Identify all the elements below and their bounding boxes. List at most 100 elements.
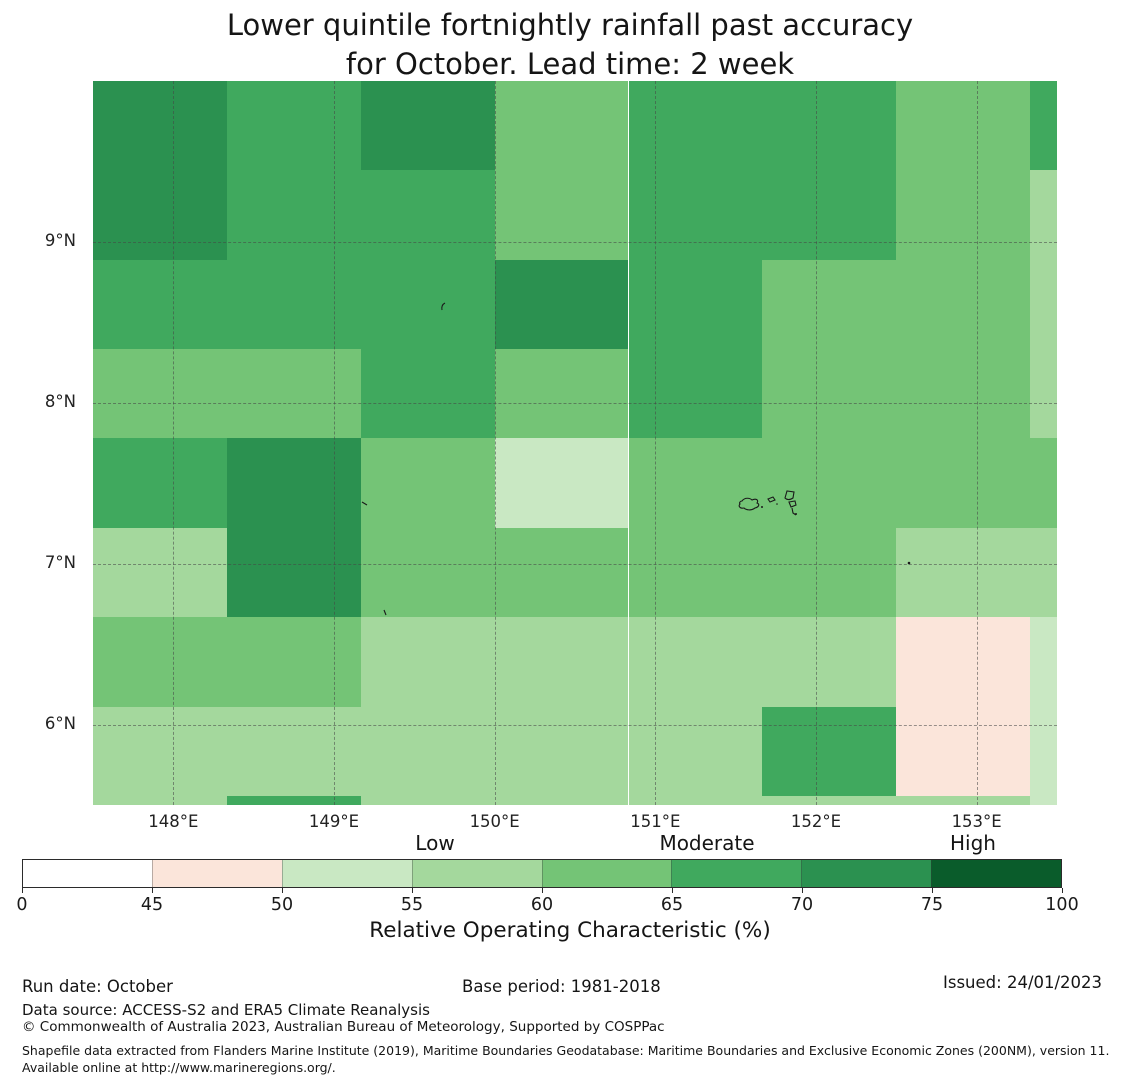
map-cell bbox=[762, 349, 897, 439]
map-cell bbox=[226, 617, 361, 707]
map-cell bbox=[762, 795, 897, 805]
colorbar-tick bbox=[282, 888, 283, 893]
map-cell bbox=[360, 81, 495, 171]
map-cell bbox=[762, 617, 897, 707]
map-cell bbox=[628, 795, 763, 805]
map-cell bbox=[628, 706, 763, 796]
map-cell bbox=[494, 438, 629, 528]
map-cell bbox=[93, 617, 227, 707]
map-cell bbox=[226, 259, 361, 350]
map-cell bbox=[896, 795, 1031, 805]
colorbar-tick-label: 50 bbox=[270, 895, 294, 915]
colorbar-tick bbox=[802, 888, 803, 893]
colorbar-category-label: Moderate bbox=[659, 831, 755, 855]
map-cell bbox=[494, 259, 629, 350]
map-cell bbox=[93, 81, 227, 171]
map-cell bbox=[628, 170, 763, 260]
map-cell bbox=[494, 617, 629, 707]
map-cell bbox=[1030, 438, 1057, 528]
x-tick-label: 153°E bbox=[951, 812, 1002, 831]
map-cell bbox=[628, 259, 763, 350]
map-cell bbox=[896, 527, 1031, 618]
y-tick-label: 6°N bbox=[44, 713, 76, 733]
colorbar-category-label: Low bbox=[415, 831, 455, 855]
chart-title: Lower quintile fortnightly rainfall past… bbox=[0, 6, 1140, 84]
map-cell bbox=[494, 170, 629, 260]
colorbar-tick-label: 55 bbox=[400, 895, 424, 915]
map-cell bbox=[226, 706, 361, 796]
colorbar-tick-label: 75 bbox=[920, 895, 944, 915]
map-cell bbox=[896, 170, 1031, 260]
map-cell bbox=[494, 527, 629, 618]
chart-title-line1: Lower quintile fortnightly rainfall past… bbox=[226, 8, 914, 42]
map-cell bbox=[628, 438, 763, 528]
colorbar-segment bbox=[281, 860, 412, 887]
map-cell bbox=[762, 81, 897, 171]
map-cell bbox=[1030, 349, 1057, 439]
shapefile-credit: Shapefile data extracted from Flanders M… bbox=[22, 1043, 1110, 1075]
x-tick-label: 149°E bbox=[308, 812, 360, 831]
colorbar-tick bbox=[152, 888, 153, 893]
map-cell bbox=[1030, 170, 1057, 260]
data-source-label: Data source: ACCESS-S2 and ERA5 Climate … bbox=[22, 1001, 430, 1019]
map-cell bbox=[226, 81, 361, 171]
colorbar-tick-label: 100 bbox=[1045, 895, 1079, 915]
colorbar-segment bbox=[801, 860, 932, 887]
map-cell bbox=[1030, 617, 1057, 707]
y-tick-label: 7°N bbox=[44, 552, 76, 572]
run-date-label: Run date: October bbox=[22, 977, 173, 996]
map-cell bbox=[226, 795, 361, 805]
base-period-label: Base period: 1981-2018 bbox=[462, 977, 661, 996]
map-cell bbox=[628, 527, 763, 618]
map-cell bbox=[896, 259, 1031, 350]
map-cell bbox=[762, 170, 897, 260]
map-cell bbox=[896, 706, 1031, 796]
colorbar-segment bbox=[151, 860, 282, 887]
map-cell bbox=[360, 349, 495, 439]
colorbar-category-label: High bbox=[950, 831, 996, 855]
colorbar-tick-label: 45 bbox=[140, 895, 164, 915]
map-cell bbox=[93, 349, 227, 439]
map-cell bbox=[896, 617, 1031, 707]
map-cell bbox=[628, 617, 763, 707]
colorbar-tick-label: 70 bbox=[790, 895, 814, 915]
issued-label: Issued: 24/01/2023 bbox=[943, 973, 1103, 992]
map-cell bbox=[1030, 795, 1057, 805]
x-tick-label: 151°E bbox=[630, 812, 681, 831]
map-cell bbox=[494, 349, 629, 439]
colorbar-segment bbox=[541, 860, 672, 887]
colorbar-tick bbox=[1062, 888, 1063, 893]
map-cell bbox=[1030, 81, 1057, 171]
rainfall-accuracy-map bbox=[93, 81, 1057, 805]
map-cell bbox=[494, 795, 629, 805]
chart-title-line2: for October. Lead time: 2 week bbox=[345, 47, 795, 81]
map-cell bbox=[226, 438, 361, 528]
colorbar-tick-label: 0 bbox=[16, 895, 28, 915]
map-cell bbox=[1030, 527, 1057, 618]
colorbar-tick bbox=[412, 888, 413, 893]
map-cell bbox=[226, 170, 361, 260]
colorbar-tick bbox=[672, 888, 673, 893]
colorbar-segment bbox=[931, 860, 1061, 887]
map-cell bbox=[628, 349, 763, 439]
map-cell bbox=[93, 259, 227, 350]
map-cell bbox=[1030, 259, 1057, 350]
colorbar-caption: Relative Operating Characteristic (%) bbox=[369, 918, 771, 943]
map-cell bbox=[93, 170, 227, 260]
map-cell bbox=[896, 438, 1031, 528]
map-cell bbox=[360, 706, 495, 796]
colorbar-segment bbox=[23, 860, 152, 887]
colorbar-tick-label: 65 bbox=[660, 895, 684, 915]
map-cell bbox=[1030, 706, 1057, 796]
map-cell bbox=[762, 438, 897, 528]
map-cell bbox=[762, 527, 897, 618]
map-cell bbox=[93, 527, 227, 618]
map-cell bbox=[762, 259, 897, 350]
colorbar-segment bbox=[671, 860, 802, 887]
map-cell bbox=[762, 706, 897, 796]
colorbar-tick bbox=[932, 888, 933, 893]
y-tick-label: 9°N bbox=[44, 230, 76, 250]
copyright-label: © Commonwealth of Australia 2023, Austra… bbox=[22, 1019, 665, 1035]
map-cell bbox=[93, 438, 227, 528]
